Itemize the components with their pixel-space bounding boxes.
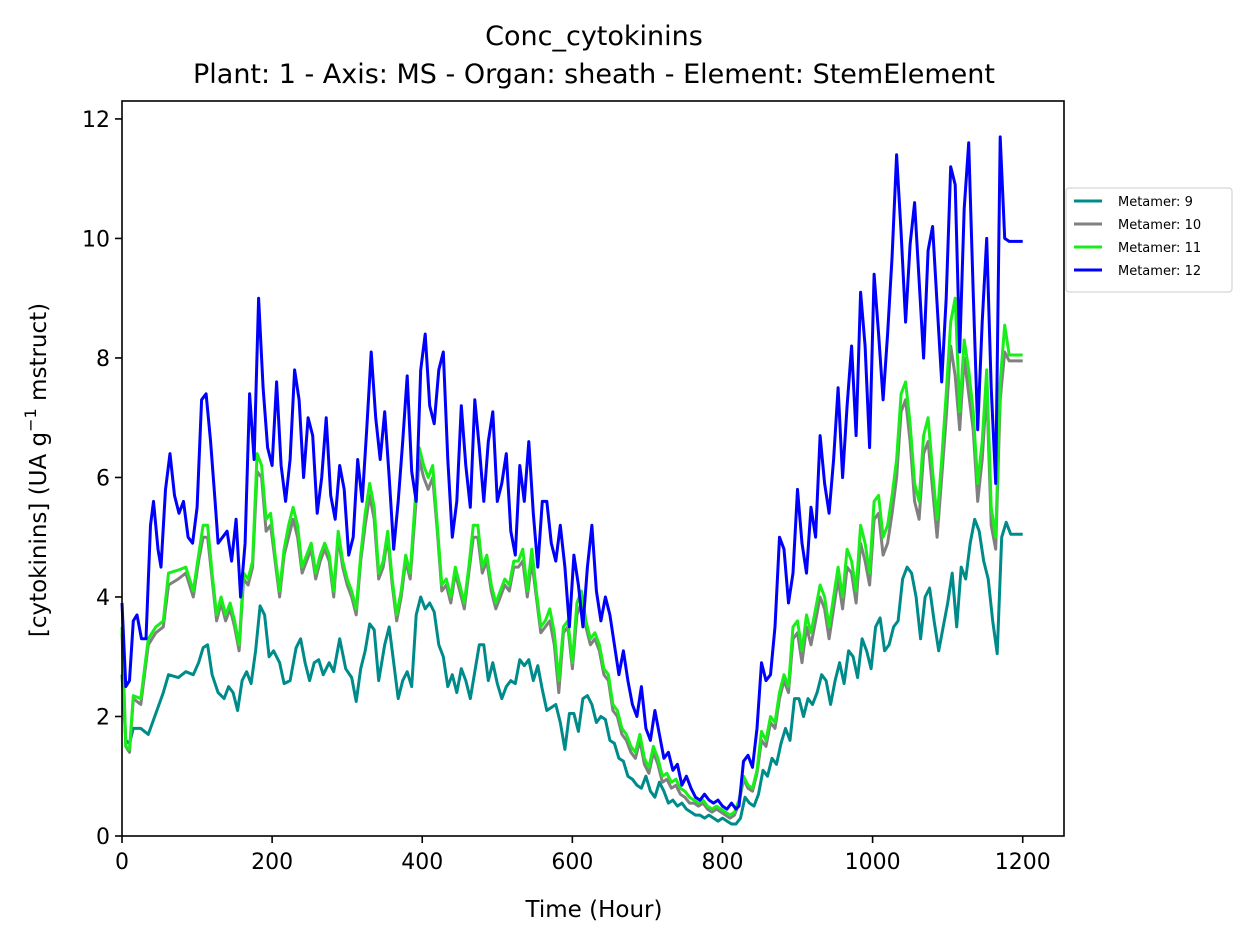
axes-border [121,100,1065,837]
y-tick-label: 0 [96,825,110,850]
x-tick-label: 1200 [995,850,1051,875]
x-tick-label: 1000 [845,850,901,875]
legend-box [1065,187,1233,293]
chart-subtitle: Plant: 1 - Axis: MS - Organ: sheath - El… [193,59,995,90]
y-tick-label: 8 [96,347,110,372]
x-axis: 0 200 400 600 800 1000 1200 [115,836,1051,875]
y-axis-label: [cytokinins] (UA g−1 mstruct) [21,303,52,637]
series-line-1 [120,517,1023,826]
x-tick-label: 0 [115,850,129,875]
x-axis-label: Time (Hour) [525,897,663,923]
y-tick-label: 6 [96,466,110,491]
y-axis-label-exponent: −1 [21,408,40,432]
plot-area [120,135,1023,826]
x-tick-label: 200 [251,850,293,875]
axes-frame [121,100,1065,837]
legend: Metamer: 9 Metamer: 10 Metamer: 11 Metamer:… [1065,187,1233,293]
y-axis-label-tail: mstruct) [26,303,52,408]
y-axis: 0 2 4 6 8 10 12 [82,108,122,850]
chart-title: Conc_cytokinins [485,21,703,52]
y-axis-label-main: [cytokinins] (UA g [26,432,52,637]
series-line-2 [120,344,1023,820]
series-line-4 [120,135,1023,811]
y-tick-label: 10 [82,227,110,252]
legend-label: Metamer: 10 [1118,218,1201,233]
legend-label: Metamer: 9 [1118,195,1193,210]
x-tick-label: 800 [701,850,743,875]
x-tick-label: 400 [401,850,443,875]
y-tick-label: 2 [96,705,110,730]
legend-label: Metamer: 11 [1118,241,1201,256]
legend-label: Metamer: 12 [1118,264,1201,279]
y-tick-label: 4 [96,586,110,611]
x-tick-label: 600 [551,850,593,875]
y-tick-label: 12 [82,108,110,133]
